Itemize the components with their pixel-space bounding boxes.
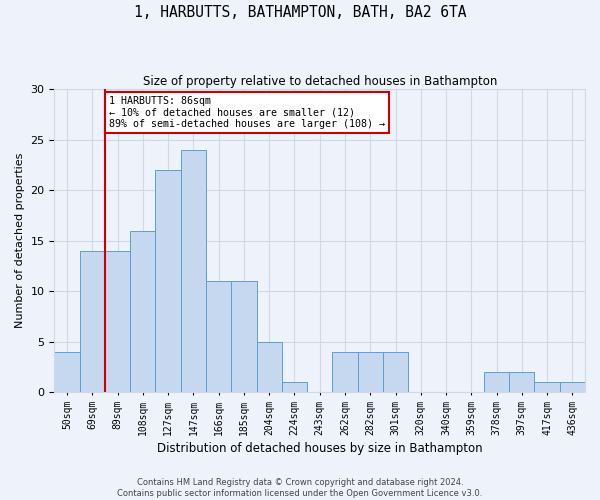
Bar bbox=[155, 170, 181, 392]
Bar bbox=[484, 372, 509, 392]
Bar bbox=[383, 352, 408, 392]
Bar bbox=[560, 382, 585, 392]
Bar bbox=[206, 281, 231, 392]
X-axis label: Distribution of detached houses by size in Bathampton: Distribution of detached houses by size … bbox=[157, 442, 482, 455]
Text: 1 HARBUTTS: 86sqm
← 10% of detached houses are smaller (12)
89% of semi-detached: 1 HARBUTTS: 86sqm ← 10% of detached hous… bbox=[109, 96, 385, 130]
Bar bbox=[130, 230, 155, 392]
Bar bbox=[282, 382, 307, 392]
Bar bbox=[55, 352, 80, 392]
Bar bbox=[105, 251, 130, 392]
Text: Contains HM Land Registry data © Crown copyright and database right 2024.
Contai: Contains HM Land Registry data © Crown c… bbox=[118, 478, 482, 498]
Bar bbox=[509, 372, 535, 392]
Text: 1, HARBUTTS, BATHAMPTON, BATH, BA2 6TA: 1, HARBUTTS, BATHAMPTON, BATH, BA2 6TA bbox=[134, 5, 466, 20]
Bar bbox=[231, 281, 257, 392]
Bar bbox=[332, 352, 358, 392]
Y-axis label: Number of detached properties: Number of detached properties bbox=[15, 153, 25, 328]
Bar bbox=[535, 382, 560, 392]
Bar bbox=[80, 251, 105, 392]
Title: Size of property relative to detached houses in Bathampton: Size of property relative to detached ho… bbox=[143, 75, 497, 88]
Bar bbox=[358, 352, 383, 392]
Bar bbox=[257, 342, 282, 392]
Bar bbox=[181, 150, 206, 392]
